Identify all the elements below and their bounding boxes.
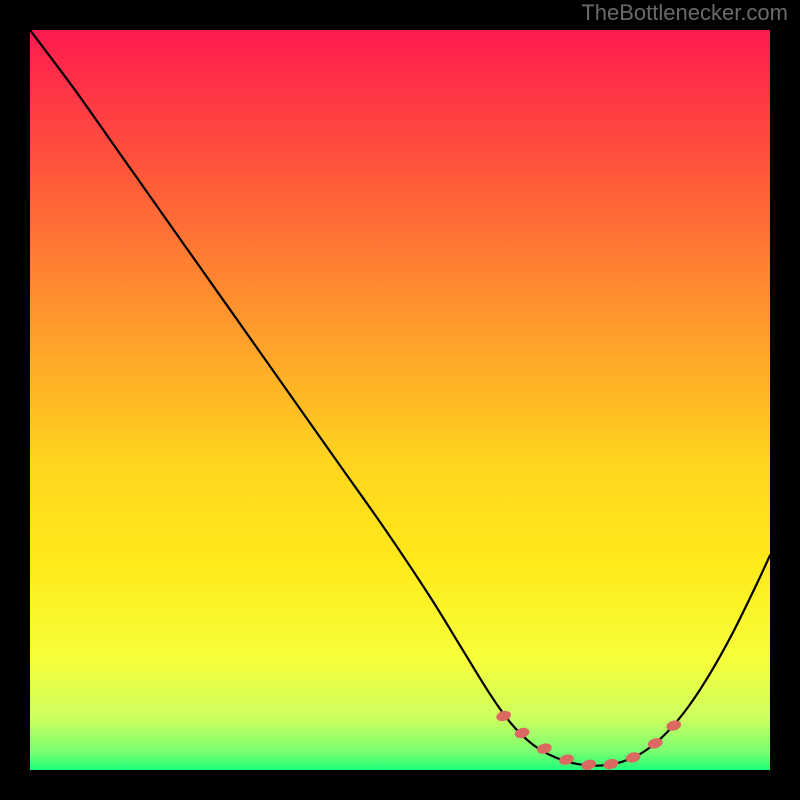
chart-stage: TheBottlenecker.com xyxy=(0,0,800,800)
gradient-background xyxy=(30,30,770,770)
chart-svg xyxy=(30,30,770,770)
plot-area xyxy=(30,30,770,770)
watermark-label: TheBottlenecker.com xyxy=(581,0,788,26)
